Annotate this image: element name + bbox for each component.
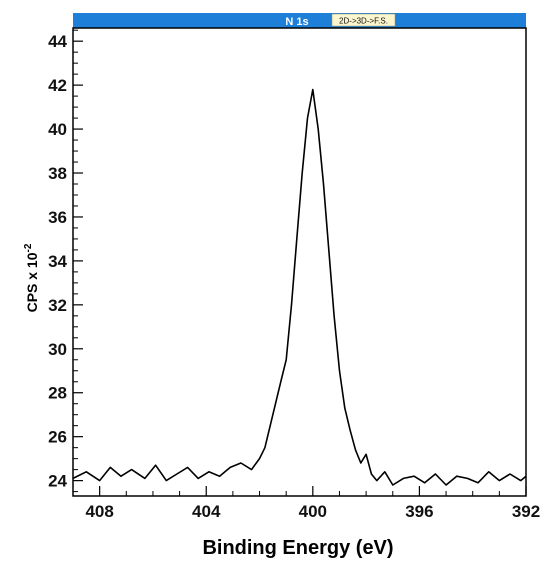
title-bar [73,13,526,28]
y-tick-label: 34 [48,252,67,271]
x-tick-label: 396 [405,502,433,521]
y-tick-label: 44 [48,32,67,51]
y-tick-label: 40 [48,120,67,139]
x-tick-label: 408 [85,502,113,521]
y-tick-label: 24 [48,472,67,491]
y-tick-label: 30 [48,340,67,359]
x-axis-title: Binding Energy (eV) [202,537,393,559]
y-tick-label: 26 [48,428,67,447]
badge-box [331,13,396,27]
x-tick-label: 404 [192,502,221,521]
axis-ticks [72,29,527,496]
y-tick-labels: 24 26 28 30 32 34 36 38 40 42 44 [48,32,67,490]
x-tick-label: 400 [299,502,327,521]
processing-badge: 2D->3D->F.S. [339,17,388,26]
x-tick-labels: 408 404 400 396 392 [85,502,540,521]
y-tick-label: 32 [48,296,67,315]
y-tick-label: 42 [48,76,67,95]
x-tick-label: 392 [512,502,540,521]
y-axis-title: CPS x 10-2 [23,243,40,312]
y-tick-label: 28 [48,384,67,403]
y-tick-label: 36 [48,208,67,227]
plot-frame [72,27,527,497]
chart-title: N 1s [285,16,308,28]
spectrum-line [72,88,527,486]
y-tick-label: 38 [48,164,67,183]
